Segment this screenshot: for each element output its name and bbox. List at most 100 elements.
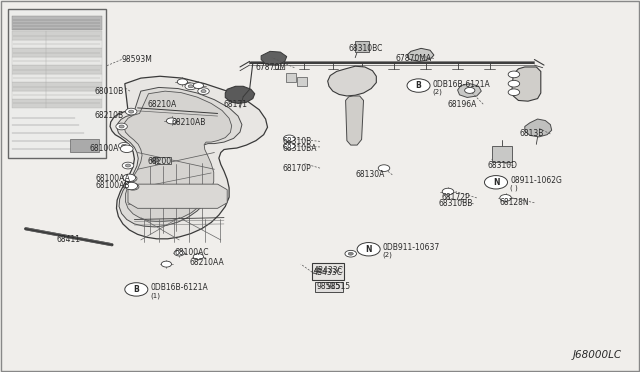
Bar [155, 157, 171, 164]
Circle shape [125, 164, 131, 167]
Circle shape [465, 87, 475, 93]
Circle shape [345, 250, 356, 257]
Polygon shape [525, 119, 552, 137]
Circle shape [188, 85, 193, 88]
Circle shape [407, 79, 430, 92]
Text: 68171: 68171 [224, 100, 248, 109]
Circle shape [119, 125, 124, 128]
Polygon shape [512, 67, 541, 101]
Text: 68210AB: 68210AB [172, 118, 206, 127]
Text: 68100AB: 68100AB [96, 182, 131, 190]
Polygon shape [261, 51, 287, 65]
Circle shape [118, 142, 130, 149]
Text: 08911-1062G: 08911-1062G [510, 176, 562, 185]
Circle shape [116, 123, 127, 130]
Circle shape [284, 142, 295, 149]
Bar [492, 146, 512, 162]
Text: 68200: 68200 [147, 157, 172, 166]
Bar [12, 91, 102, 99]
Text: 68100A: 68100A [90, 144, 119, 153]
Text: 68210AA: 68210AA [189, 258, 224, 267]
Circle shape [201, 90, 206, 93]
Circle shape [129, 177, 134, 180]
Circle shape [484, 176, 508, 189]
Text: 98515: 98515 [317, 282, 341, 291]
Text: 6813B: 6813B [520, 129, 544, 138]
Circle shape [177, 79, 188, 85]
Bar [12, 99, 102, 108]
Circle shape [125, 283, 148, 296]
Circle shape [442, 188, 454, 195]
Circle shape [122, 144, 127, 147]
Circle shape [125, 175, 137, 182]
Circle shape [198, 88, 209, 94]
Circle shape [122, 162, 134, 169]
Text: 68010B: 68010B [95, 87, 124, 96]
Bar [312, 263, 344, 280]
Text: 98515: 98515 [326, 282, 351, 291]
Circle shape [151, 158, 159, 162]
Bar [286, 73, 296, 82]
Circle shape [193, 83, 204, 89]
Circle shape [166, 118, 177, 124]
Circle shape [508, 80, 520, 87]
Text: 68210B: 68210B [95, 111, 124, 120]
Text: 68128N: 68128N [499, 198, 529, 207]
Bar [12, 40, 102, 48]
Text: (2): (2) [383, 252, 392, 259]
Text: 4B433C: 4B433C [312, 268, 342, 277]
Bar [12, 16, 102, 30]
Text: (1): (1) [150, 292, 161, 299]
Circle shape [131, 185, 136, 188]
Text: N: N [365, 245, 372, 254]
Circle shape [348, 252, 353, 255]
Bar [12, 31, 102, 40]
Text: 0DB16B-6121A: 0DB16B-6121A [433, 80, 490, 89]
Polygon shape [124, 91, 232, 222]
Circle shape [129, 110, 134, 113]
Text: 67870M: 67870M [256, 63, 287, 72]
Text: 4B433C: 4B433C [314, 266, 343, 275]
Bar [12, 57, 102, 65]
Text: 68310BB: 68310BB [438, 199, 473, 208]
Circle shape [500, 195, 511, 201]
Text: 68172P: 68172P [442, 193, 470, 202]
Polygon shape [110, 76, 268, 239]
Circle shape [284, 135, 295, 142]
Polygon shape [117, 87, 242, 227]
Text: (2): (2) [433, 88, 442, 95]
Text: 68100AC: 68100AC [174, 248, 209, 257]
Text: 68310B: 68310B [283, 137, 312, 146]
Circle shape [185, 83, 196, 90]
Text: J68000LC: J68000LC [573, 350, 622, 360]
Text: 68310D: 68310D [488, 161, 518, 170]
Bar [12, 82, 102, 91]
Circle shape [508, 89, 520, 96]
Circle shape [123, 174, 136, 182]
Polygon shape [407, 48, 434, 61]
Text: B: B [134, 285, 139, 294]
Bar [315, 282, 343, 292]
Text: 0DB16B-6121A: 0DB16B-6121A [150, 283, 208, 292]
Text: 68310BC: 68310BC [349, 44, 383, 53]
Polygon shape [128, 184, 227, 208]
Text: 98593M: 98593M [122, 55, 152, 64]
Text: 67870MA: 67870MA [396, 54, 431, 63]
Bar [297, 77, 307, 86]
Polygon shape [328, 66, 376, 96]
Text: 68196A: 68196A [448, 100, 477, 109]
Circle shape [125, 182, 138, 190]
Bar [8, 9, 106, 158]
Circle shape [127, 183, 139, 190]
Circle shape [174, 250, 184, 256]
Text: 68310BA: 68310BA [283, 144, 317, 153]
Text: 68170P: 68170P [283, 164, 312, 173]
Text: 68130A: 68130A [355, 170, 385, 179]
Polygon shape [346, 96, 364, 145]
Bar [12, 65, 102, 74]
Circle shape [378, 165, 390, 171]
Text: 68100AA: 68100AA [96, 174, 131, 183]
Text: N: N [493, 178, 499, 187]
Bar [12, 48, 102, 57]
Bar [12, 74, 102, 82]
